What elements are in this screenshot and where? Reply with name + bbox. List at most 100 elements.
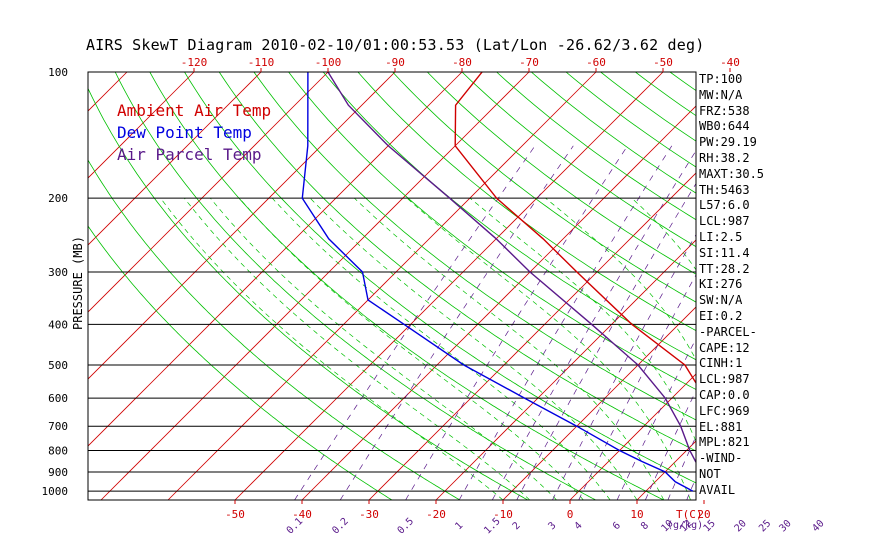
isotherm-line [234, 72, 664, 500]
pressure-tick-label: 800 [48, 445, 68, 458]
top-temp-tick-label: -100 [315, 56, 342, 69]
isotherm-line [435, 239, 696, 500]
index-item: MAXT:30.5 [699, 166, 765, 181]
top-temp-tick-label: -40 [720, 56, 740, 69]
pressure-tick-label: 400 [48, 318, 68, 331]
mixing-ratio-tick-label: 20 [733, 518, 749, 534]
legend-ambient: Ambient Air Temp [117, 101, 272, 120]
moist-adiabat-line [354, 197, 665, 500]
dry-adiabat-line [149, 72, 664, 500]
isotherm-line [88, 72, 329, 313]
dry-adiabat-line [357, 72, 696, 332]
index-item: MW:N/A [699, 87, 743, 102]
mixing-ratio-tick-label: 8 [639, 520, 651, 532]
moist-adiabat-line [184, 197, 531, 500]
mixing-ratio-tick-label: 40 [810, 518, 826, 534]
dry-adiabat-line [809, 72, 870, 500]
dry-adiabat-line [427, 72, 696, 275]
index-item: MPL:821 [699, 435, 750, 450]
plot-frame [87, 71, 697, 501]
dry-adiabat-line [739, 72, 870, 500]
top-temp-tick-label: -110 [248, 56, 275, 69]
dry-adiabat-line [288, 72, 696, 390]
index-item: CINH:1 [699, 356, 743, 371]
dry-adiabat-line [774, 72, 870, 500]
isotherm-line [569, 373, 696, 500]
isotherm-line [838, 72, 870, 500]
index-item: TH:5463 [699, 182, 750, 197]
isotherm-line [88, 72, 463, 447]
dry-adiabat-line [253, 72, 696, 421]
isotherm-line [368, 172, 696, 500]
isotherm-line [88, 72, 195, 179]
parcel-temp-line [327, 72, 696, 464]
moist-adiabat-line [469, 197, 696, 443]
index-item: -WIND- [699, 451, 743, 466]
pressure-tick-label: 200 [48, 192, 68, 205]
dry-adiabat-line [114, 72, 596, 500]
moist-adiabat-line [239, 197, 584, 500]
mixing-ratio-line [667, 435, 696, 500]
index-item: KI:276 [699, 277, 743, 292]
pressure-tick-label: 600 [48, 392, 68, 405]
index-item: LFC:969 [699, 403, 750, 418]
index-item: PW:29.19 [699, 135, 757, 150]
index-item: WB0:644 [699, 119, 750, 134]
dry-adiabat-line [88, 87, 528, 500]
isotherm-line [88, 72, 396, 380]
pressure-tick-label: 500 [48, 359, 68, 372]
index-item: NOT [699, 467, 721, 481]
moist-adiabat-line [545, 197, 696, 361]
dry-adiabat-line [322, 72, 696, 361]
isotherm-line [771, 72, 870, 500]
y-axis-label: PRESSURE (MB) [71, 236, 85, 330]
ambient-temp-line [454, 72, 696, 385]
index-item: SI:11.4 [699, 245, 750, 260]
mixing-ratio-unit-label: (g/kg) [667, 520, 703, 531]
index-item: SW:N/A [699, 293, 743, 308]
bottom-temp-tick-label: -30 [359, 508, 379, 521]
moist-adiabat-line [160, 197, 504, 500]
index-item: CAPE:12 [699, 340, 750, 355]
legend-parcel: Air Parcel Temp [117, 145, 262, 164]
pressure-tick-label: 900 [48, 466, 68, 479]
bottom-temp-tick-label: -10 [493, 508, 513, 521]
mixing-ratio-tick-label: 6 [611, 520, 623, 532]
dry-adiabat-line [461, 72, 696, 248]
dry-adiabat-line [88, 225, 393, 500]
mixing-ratio-line [405, 145, 628, 500]
dry-adiabat-line [843, 72, 870, 500]
bottom-temp-tick-label: -50 [225, 508, 245, 521]
index-item: RH:38.2 [699, 151, 750, 165]
index-item: CAP:0.0 [699, 388, 750, 402]
index-item: TT:28.2 [699, 261, 750, 276]
dry-adiabat-line [88, 159, 461, 500]
index-item: EL:881 [699, 419, 743, 434]
page-title: AIRS SkewT Diagram 2010-02-10/01:00:53.5… [86, 36, 705, 54]
mixing-ratio-tick-label: 1 [453, 520, 465, 532]
mixing-ratio-line [766, 146, 870, 500]
bottom-temp-tick-label: -20 [426, 508, 446, 521]
mixing-ratio-line [491, 149, 696, 500]
top-temp-tick-label: -60 [586, 56, 606, 69]
mixing-ratio-tick-label: 30 [777, 518, 793, 534]
top-temp-tick-label: -120 [181, 56, 208, 69]
index-item: LI:2.5 [699, 230, 743, 244]
moist-adiabat-line [309, 197, 638, 500]
dry-adiabat-line [184, 72, 696, 484]
index-item: L57:6.0 [699, 198, 750, 213]
moist-adiabat-line [792, 198, 824, 500]
pressure-tick-label: 1000 [42, 485, 69, 498]
mixing-ratio-tick-label: 0.5 [396, 516, 417, 537]
bottom-temp-tick-label: -40 [292, 508, 312, 521]
mixing-ratio-line [294, 145, 536, 500]
mixing-ratio-tick-label: 4 [573, 520, 585, 532]
isotherm-line [167, 72, 597, 500]
mixing-ratio-tick-label: 3 [546, 520, 558, 532]
x-axis-label: T(C) [676, 508, 703, 521]
bottom-temp-tick-label: 20 [697, 508, 710, 521]
index-item: -PARCEL- [699, 324, 757, 339]
mixing-ratio-line [819, 146, 870, 500]
top-temp-tick-label: -90 [385, 56, 405, 69]
index-item: LCL:987 [699, 214, 750, 229]
